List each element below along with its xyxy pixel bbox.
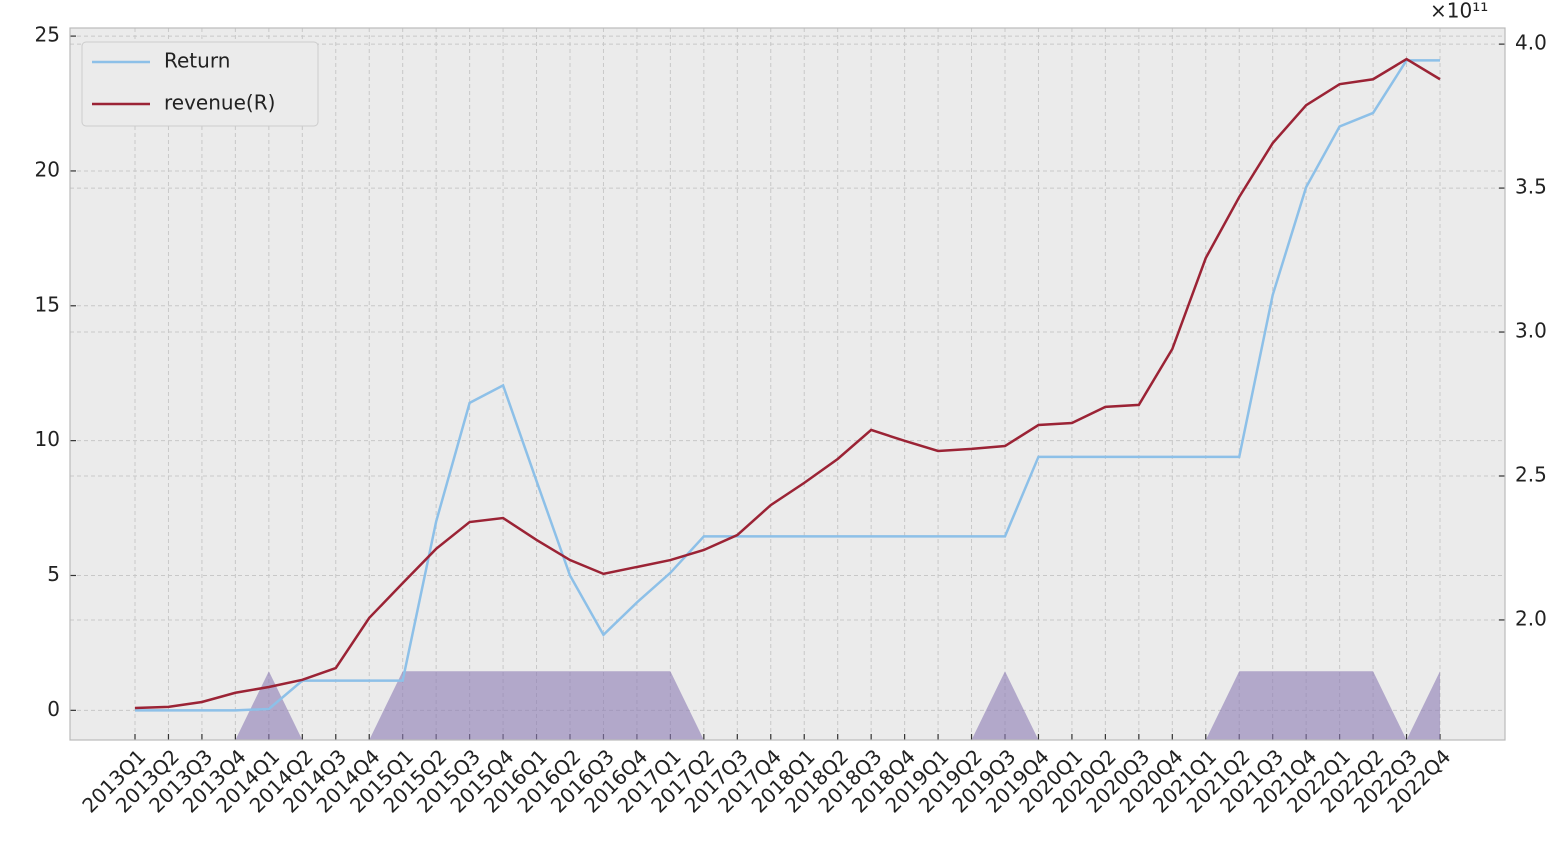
- y2-tick-label: 2.0: [1515, 606, 1547, 630]
- series-line: [135, 59, 1440, 712]
- y-tick-label: 0: [47, 697, 60, 721]
- plot-area: [70, 28, 1505, 740]
- y2-offset-label: ×10¹¹: [1430, 0, 1488, 23]
- y-tick-label: 15: [35, 292, 60, 316]
- legend-label: Return: [164, 49, 230, 73]
- y-tick-label: 5: [47, 562, 60, 586]
- signal-area: [135, 671, 1440, 740]
- y-tick-label: 25: [35, 23, 60, 47]
- y2-tick-label: 2.5: [1515, 462, 1547, 486]
- legend-label: revenue(R): [164, 91, 275, 115]
- y-tick-label: 10: [35, 427, 60, 451]
- plot-frame: [69, 27, 1506, 741]
- y2-tick-label: 3.5: [1515, 175, 1547, 199]
- y2-tick-label: 3.0: [1515, 319, 1547, 343]
- y-tick-label: 20: [35, 157, 60, 181]
- y2-tick-label: 4.0: [1515, 31, 1547, 55]
- series-line: [134, 57, 1441, 710]
